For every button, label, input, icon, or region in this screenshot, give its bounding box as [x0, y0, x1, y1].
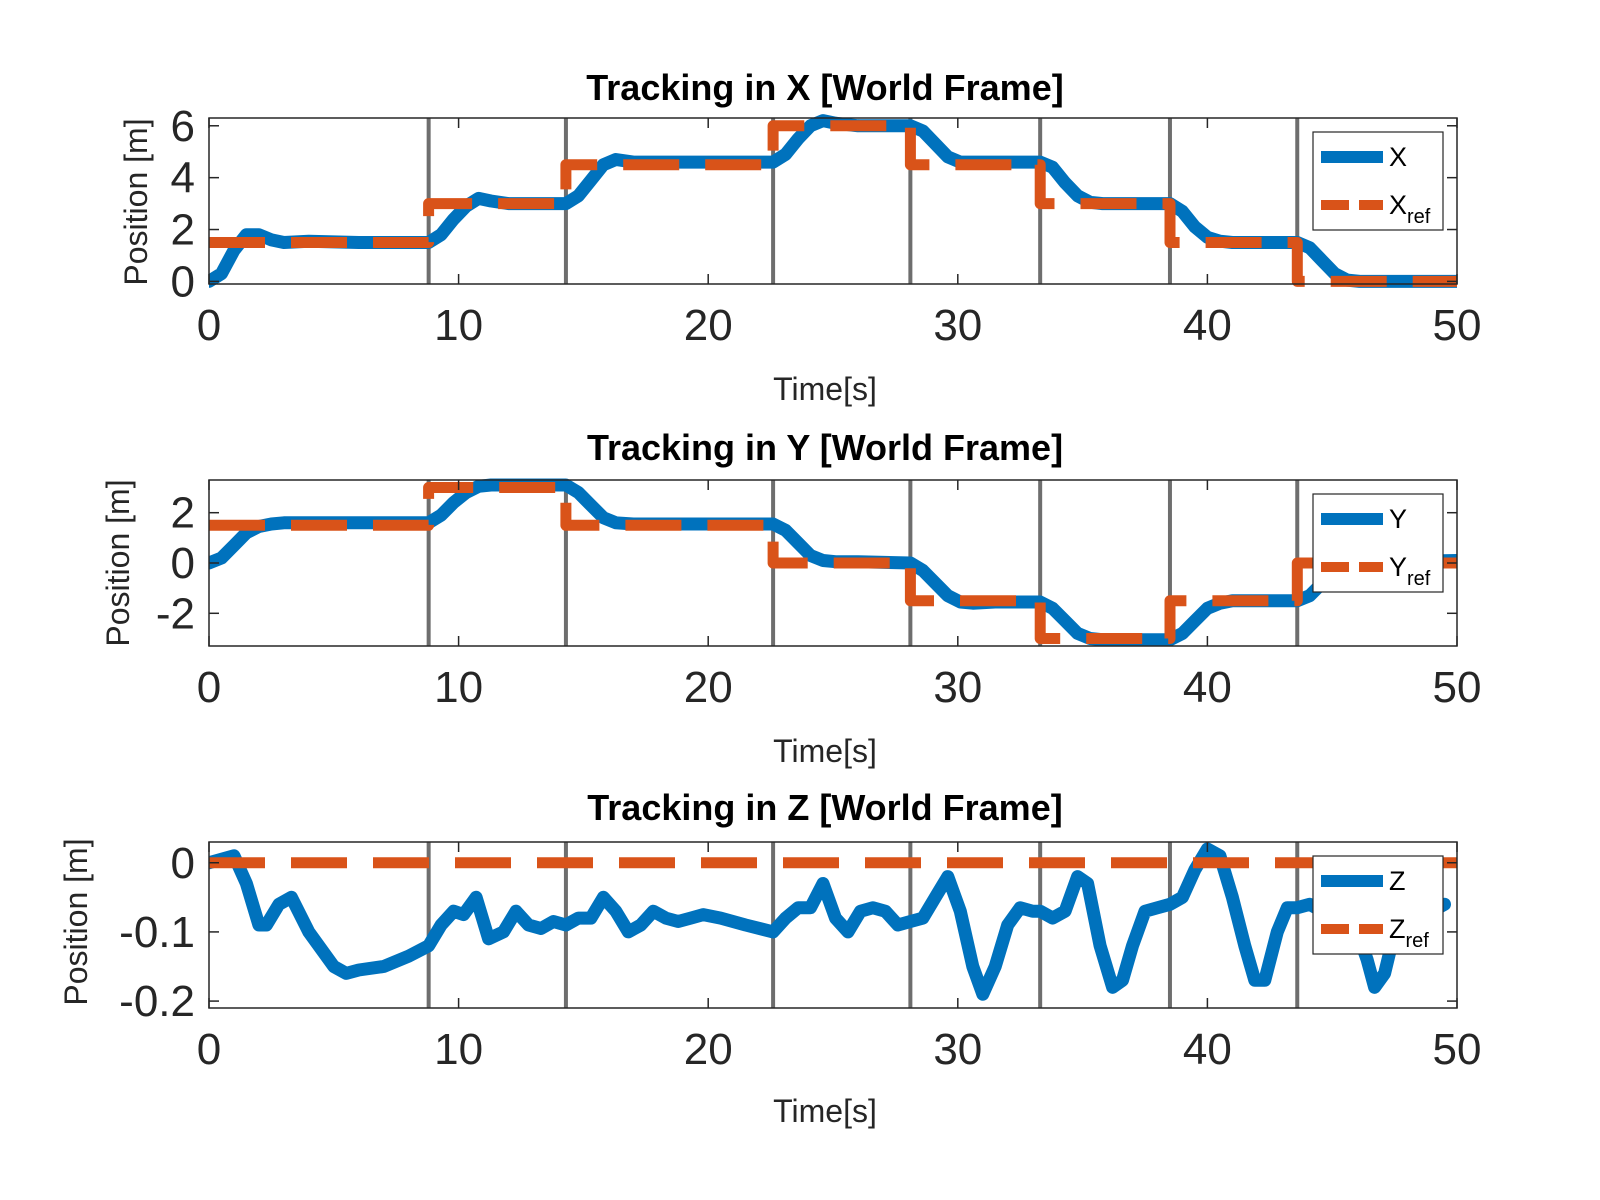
x-tick-label: 20 [684, 663, 733, 712]
y-axis-label: Position [m] [100, 479, 136, 646]
y-tick-label: 4 [171, 154, 195, 203]
chart-title: Tracking in Y [World Frame] [587, 427, 1063, 468]
y-ticks: 0 -0.1 -0.2 [119, 839, 1457, 1026]
y-tick-label: 6 [171, 102, 195, 151]
x-axis-label: Time[s] [773, 733, 877, 769]
plot-lines [209, 842, 1457, 1001]
y-tick-label: 2 [171, 206, 195, 255]
x-tick-label: 40 [1183, 1025, 1232, 1074]
legend-label: Z [1389, 866, 1406, 896]
y-ticks: 20-2 [156, 489, 1457, 638]
series-line [209, 842, 1451, 1001]
y-tick-label: -0.1 [119, 908, 195, 957]
y-tick-label: 0 [171, 839, 195, 888]
y-tick-label: 0 [171, 257, 195, 306]
subplot-y: Tracking in Y [World Frame] Time[s] Posi… [100, 427, 1481, 769]
x-axis-label: Time[s] [773, 1093, 877, 1129]
x-tick-label: 50 [1433, 1025, 1482, 1074]
x-tick-label: 20 [684, 301, 733, 350]
legend-subscript: ref [1407, 206, 1431, 228]
plot-lines [209, 114, 1457, 288]
x-tick-label: 30 [933, 301, 982, 350]
subplot-z: Tracking in Z [World Frame] Time[s] Posi… [58, 787, 1481, 1129]
x-tick-label: 30 [933, 1025, 982, 1074]
plot-lines [209, 478, 1457, 647]
legend-label: Y [1389, 504, 1407, 534]
legend-box [1312, 493, 1444, 593]
series-line-ref [209, 482, 1457, 644]
x-tick-label: 10 [434, 301, 483, 350]
x-tick-label: 20 [684, 1025, 733, 1074]
x-ticks: 0 10 20 30 40 50 [197, 118, 1482, 350]
subplot-x: Tracking in X [World Frame] Time[s] Posi… [118, 67, 1481, 407]
x-tick-label: 0 [197, 301, 221, 350]
x-tick-label: 0 [197, 663, 221, 712]
x-ticks: 0 10 20 30 40 50 [197, 480, 1482, 712]
legend-subscript: ref [1407, 568, 1431, 590]
y-tick-label: 2 [171, 489, 195, 538]
x-tick-label: 50 [1433, 663, 1482, 712]
y-tick-label: -0.2 [119, 977, 195, 1026]
y-tick-label: 0 [171, 539, 195, 588]
x-tick-label: 40 [1183, 301, 1232, 350]
x-tick-label: 10 [434, 663, 483, 712]
x-ticks: 0 10 20 30 40 50 [197, 842, 1482, 1074]
chart-title: Tracking in Z [World Frame] [587, 787, 1062, 828]
y-axis-label: Position [m] [58, 838, 94, 1005]
legend-box [1312, 855, 1444, 955]
y-axis-label: Position [m] [118, 118, 154, 285]
legend-box [1312, 131, 1444, 231]
axes-box [208, 841, 1458, 1009]
x-tick-label: 50 [1433, 301, 1482, 350]
axes-box [208, 117, 1458, 285]
x-tick-label: 10 [434, 1025, 483, 1074]
x-tick-label: 40 [1183, 663, 1232, 712]
chart-title: Tracking in X [World Frame] [586, 67, 1063, 108]
x-tick-label: 30 [933, 663, 982, 712]
x-tick-label: 0 [197, 1025, 221, 1074]
series-line-ref [209, 120, 1457, 287]
x-axis-label: Time[s] [773, 371, 877, 407]
legend-subscript: ref [1406, 930, 1430, 952]
legend-label: X [1389, 142, 1407, 172]
y-tick-label: -2 [156, 589, 195, 638]
